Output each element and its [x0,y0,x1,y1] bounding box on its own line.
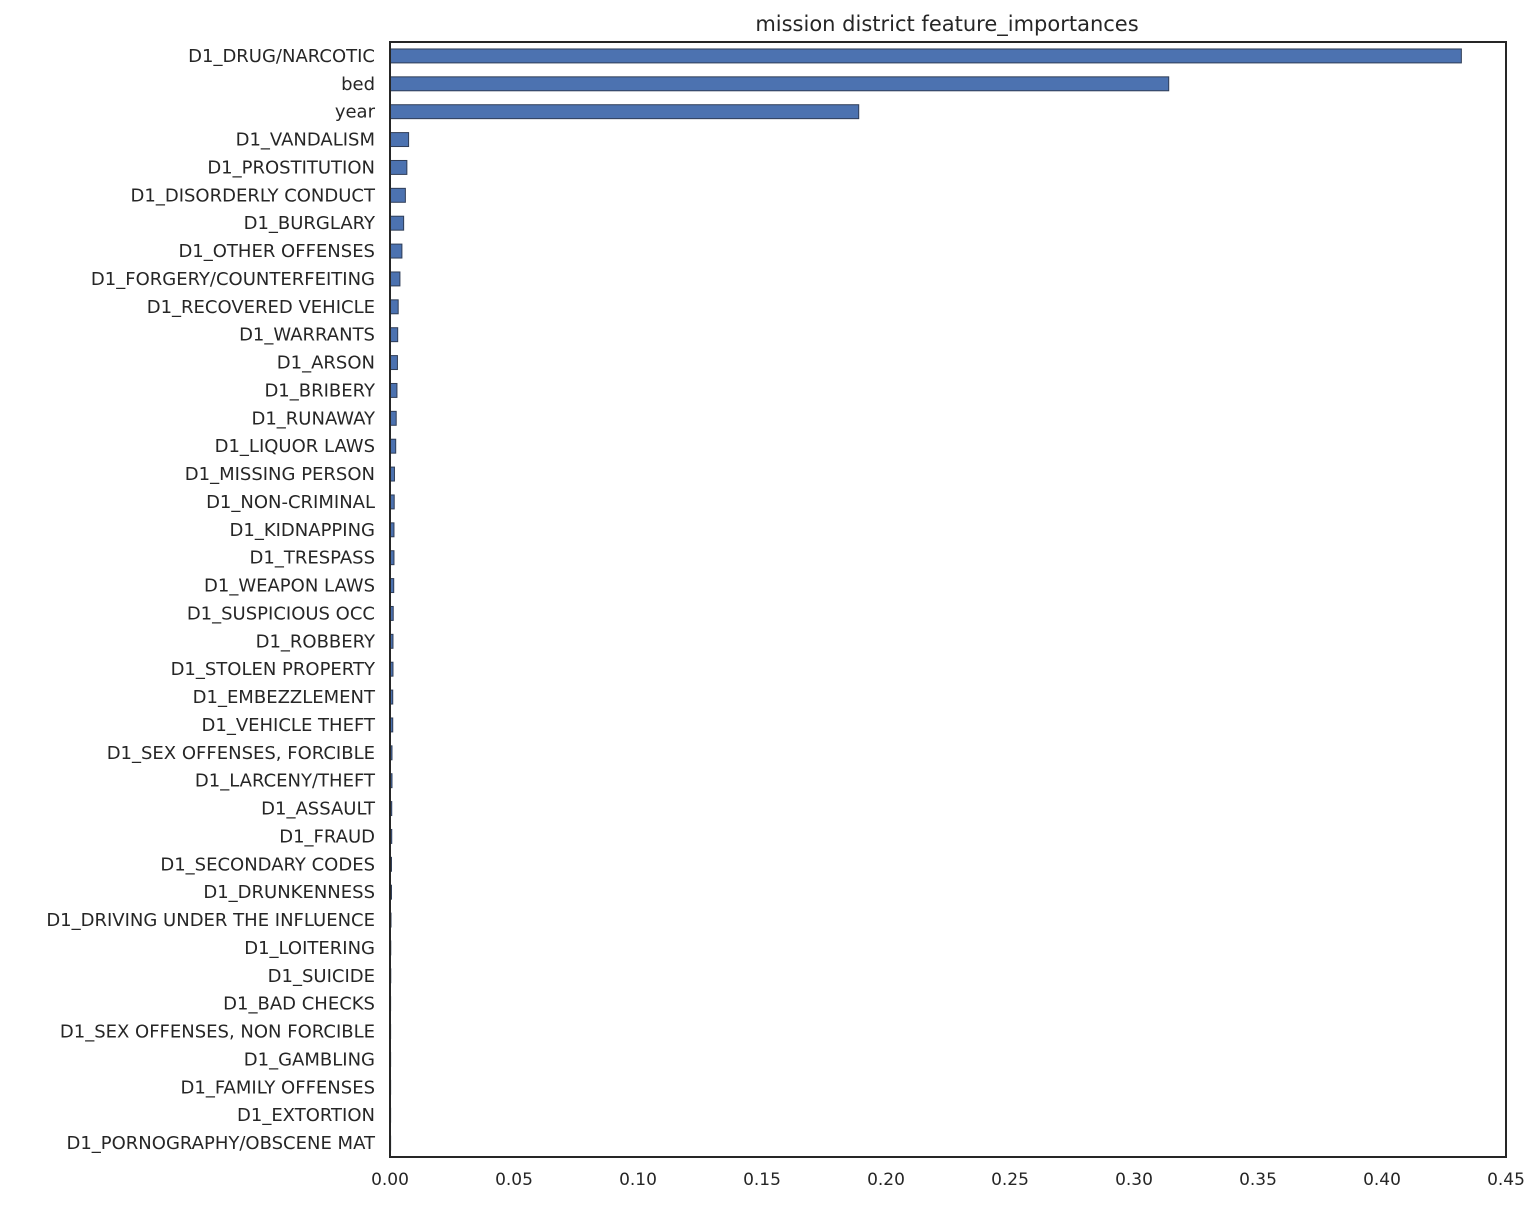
bar [389,132,410,148]
y-tick-label: year [335,102,376,123]
x-tick-label: 0.45 [1487,1170,1525,1190]
bar [389,104,860,120]
bar [389,382,398,398]
y-tick-label: D1_SECONDARY CODES [160,854,375,875]
y-tick-label: D1_NON-CRIMINAL [206,492,375,513]
bar [389,215,405,231]
y-tick-label: D1_ROBBERY [256,631,376,652]
x-tick-label: 0.30 [1115,1170,1153,1190]
y-tick-label: D1_DRUNKENNESS [203,882,375,903]
y-tick-label: D1_MISSING PERSON [185,464,375,485]
y-tick-label: bed [341,74,375,95]
y-tick-label: D1_KIDNAPPING [230,520,376,541]
y-tick-label: D1_RECOVERED VEHICLE [147,297,375,318]
x-tick-label: 0.00 [371,1170,409,1190]
y-tick-label: D1_STOLEN PROPERTY [171,659,376,680]
y-tick-label: D1_WEAPON LAWS [204,576,375,597]
y-tick-label: D1_LARCENY/THEFT [195,771,376,792]
bar [389,299,399,315]
y-tick-label: D1_VEHICLE THEFT [202,715,376,736]
y-tick-label: D1_OTHER OFFENSES [178,241,375,262]
plot-frame [389,41,1507,1158]
chart-title: mission district feature_importances [755,12,1138,37]
x-tick-label: 0.20 [867,1170,905,1190]
bar [389,243,403,259]
y-tick-label: D1_FAMILY OFFENSES [181,1077,375,1098]
y-tick-label: D1_SEX OFFENSES, NON FORCIBLE [60,1022,375,1043]
x-tick-label: 0.15 [743,1170,781,1190]
y-tick-label: D1_BRIBERY [264,380,376,401]
y-tick-label: D1_TRESPASS [250,548,375,569]
bar [389,327,399,343]
bar [389,159,408,175]
y-tick-label: D1_FRAUD [279,826,375,847]
y-tick-label: D1_DRUG/NARCOTIC [188,46,375,67]
y-tick-label: D1_LOITERING [244,938,375,959]
bar [389,355,398,371]
bar [389,48,1462,64]
bar [389,271,401,287]
y-tick-label: D1_EMBEZZLEMENT [193,687,376,708]
y-tick-label: D1_DRIVING UNDER THE INFLUENCE [46,910,375,931]
y-tick-label: D1_BAD CHECKS [223,994,375,1015]
x-tick-label: 0.40 [1363,1170,1401,1190]
y-tick-label: D1_EXTORTION [237,1105,375,1126]
y-tick-label: D1_FORGERY/COUNTERFEITING [91,269,375,290]
bar [389,76,1170,92]
y-tick-label: D1_PORNOGRAPHY/OBSCENE MAT [66,1133,376,1154]
x-tick-label: 0.05 [495,1170,533,1190]
y-tick-label: D1_SUSPICIOUS OCC [187,603,375,624]
y-tick-label: D1_DISORDERLY CONDUCT [131,185,376,206]
y-tick-label: D1_LIQUOR LAWS [215,436,375,457]
y-tick-label: D1_VANDALISM [236,130,375,151]
x-tick-label: 0.35 [1239,1170,1277,1190]
y-tick-label: D1_ASSAULT [261,799,376,820]
y-tick-label: D1_WARRANTS [239,325,375,346]
y-tick-label: D1_SEX OFFENSES, FORCIBLE [107,743,375,764]
y-tick-label: D1_BURGLARY [244,213,376,234]
bar [389,187,406,203]
x-tick-label: 0.25 [991,1170,1029,1190]
x-tick-labels: 0.00 0.05 0.10 0.15 0.20 0.25 0.30 0.35 0.40 0.45 [371,1170,1525,1190]
x-tick-label: 0.10 [619,1170,657,1190]
y-tick-label: D1_GAMBLING [244,1049,375,1070]
y-tick-label: D1_PROSTITUTION [207,157,375,178]
y-tick-label: D1_SUICIDE [268,966,375,987]
y-tick-label: D1_RUNAWAY [251,408,376,429]
bars-layer [389,48,1462,1151]
y-tick-label: D1_ARSON [277,353,375,374]
